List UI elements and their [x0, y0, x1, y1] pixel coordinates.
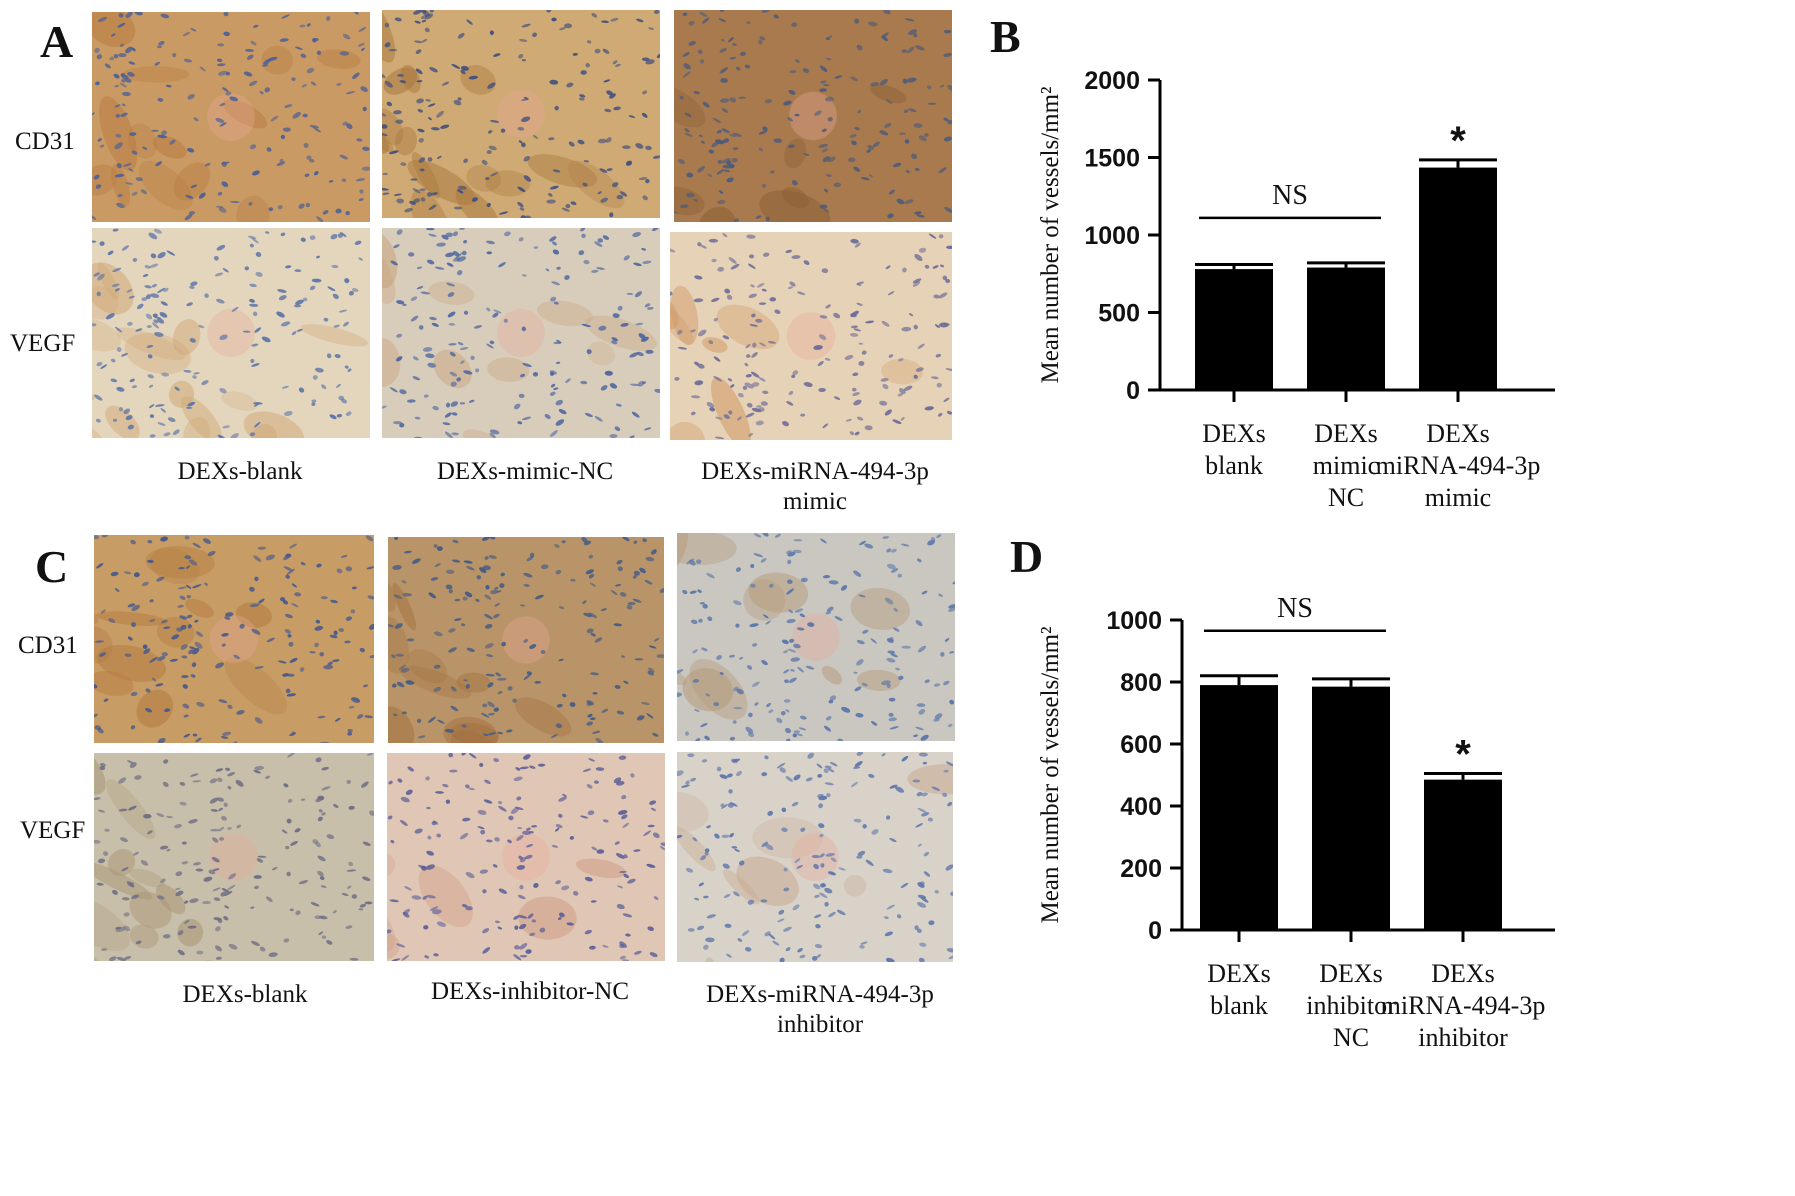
ns-label: NS: [1272, 180, 1308, 211]
y-tick-label: 600: [1120, 731, 1162, 759]
micrograph-texture: [388, 537, 664, 743]
micrograph-texture: [382, 228, 660, 438]
panel-letter-b: B: [990, 11, 1021, 62]
x-tick-label: miRNA-494-3p: [1381, 991, 1546, 1020]
bar: [1424, 779, 1502, 930]
panel-letter-d: D: [1010, 531, 1044, 582]
micrograph-c-vegf-inhibitor: [677, 752, 953, 962]
bar: [1200, 685, 1278, 930]
x-tick-label: blank: [1210, 991, 1268, 1020]
x-tick-label: inhibitor: [1306, 991, 1396, 1020]
row-label-cd31-a: CD31: [15, 128, 75, 155]
micrograph-c-cd31-inhibitor: [677, 533, 955, 741]
caption-c-blank: DEXs-blank: [182, 981, 308, 1008]
significance-star: *: [1455, 732, 1471, 776]
panel-letter-c: C: [35, 541, 69, 592]
x-tick-label: mimic: [1313, 451, 1379, 480]
x-tick-label: DEXs: [1207, 959, 1271, 988]
caption-c-inhibitor-nc: DEXs-inhibitor-NC: [430, 978, 630, 1005]
micrograph-c-cd31-inhibitor-nc: [388, 537, 664, 743]
caption-c-inhibitor-line2: inhibitor: [776, 1011, 864, 1038]
micrograph-texture: [382, 10, 660, 218]
bar: [1312, 686, 1390, 930]
y-tick-label: 800: [1120, 669, 1162, 697]
micrograph-texture: [677, 752, 953, 962]
micrograph-texture: [94, 753, 374, 961]
bar: [1419, 167, 1497, 390]
row-label-cd31-c: CD31: [18, 632, 78, 659]
x-tick-label: inhibitor: [1418, 1023, 1508, 1052]
x-tick-label: NC: [1328, 483, 1364, 512]
micrograph-texture: [677, 533, 955, 741]
caption-a-mimic-line2: mimic: [783, 488, 847, 515]
micrograph-a-cd31-mimic-nc: [382, 10, 660, 218]
x-tick-label: DEXs: [1319, 959, 1383, 988]
row-label-vegf-c: VEGF: [20, 817, 86, 844]
x-tick-label: blank: [1205, 451, 1263, 480]
caption-a-blank: DEXs-blank: [177, 458, 303, 485]
micrograph-texture: [94, 535, 374, 743]
micrograph-texture: [92, 228, 370, 438]
y-tick-label: 1000: [1106, 607, 1162, 635]
micrograph-c-cd31-blank: [94, 535, 374, 743]
panel-letter-a: A: [40, 16, 74, 67]
chart-b: 0 500 1000 1500 2000 Mean number of vessels/m…: [0, 0, 1795, 560]
y-tick-label: 400: [1120, 793, 1162, 821]
micrograph-texture: [387, 753, 665, 961]
chart-d: 0 200 400 600 800 1000 Mean number of vessels/…: [0, 540, 1795, 1196]
bar: [1307, 267, 1385, 390]
micrograph-c-vegf-blank: [94, 753, 374, 961]
caption-a-mimic-nc: DEXs-mimic-NC: [436, 458, 614, 485]
row-label-vegf-a: VEGF: [10, 330, 76, 357]
y-axis-label: Mean number of vessels/mm²: [1037, 626, 1064, 923]
x-tick-label: miRNA-494-3p: [1376, 451, 1541, 480]
y-tick-label: 2000: [1084, 67, 1140, 95]
y-tick-label: 1500: [1084, 145, 1140, 173]
y-tick-label: 200: [1120, 855, 1162, 883]
caption-c-inhibitor-line1: DEXs-miRNA-494-3p: [706, 981, 934, 1008]
micrograph-c-vegf-inhibitor-nc: [387, 753, 665, 961]
y-tick-label: 500: [1098, 300, 1140, 328]
caption-a-mimic-line1: DEXs-miRNA-494-3p: [701, 458, 929, 485]
chart-d-svg: 0 200 400 600 800 1000 Mean number of vessels/…: [1037, 593, 1555, 1052]
micrograph-texture: [670, 232, 952, 440]
bar: [1195, 269, 1273, 390]
ns-label: NS: [1277, 593, 1313, 624]
x-tick-label: NC: [1333, 1023, 1369, 1052]
x-tick-label: DEXs: [1426, 419, 1490, 448]
x-tick-label: DEXs: [1202, 419, 1266, 448]
y-tick-label: 0: [1148, 917, 1162, 945]
micrograph-a-cd31-blank: [92, 12, 370, 222]
micrograph-texture: [92, 12, 370, 222]
chart-b-svg: 0 500 1000 1500 2000 Mean number of vessels/m…: [1037, 67, 1555, 512]
x-tick-label: DEXs: [1314, 419, 1378, 448]
micrograph-texture: [674, 10, 952, 222]
x-tick-label: mimic: [1425, 483, 1491, 512]
significance-star: *: [1450, 119, 1466, 163]
x-tick-label: DEXs: [1431, 959, 1495, 988]
micrograph-a-vegf-mimic: [670, 232, 952, 440]
micrograph-a-cd31-mimic: [674, 10, 952, 222]
y-tick-label: 1000: [1084, 222, 1140, 250]
y-axis-label: Mean number of vessels/mm²: [1037, 86, 1064, 383]
y-tick-label: 0: [1126, 377, 1140, 405]
micrograph-a-vegf-blank: [92, 228, 370, 438]
micrograph-a-vegf-mimic-nc: [382, 228, 660, 438]
